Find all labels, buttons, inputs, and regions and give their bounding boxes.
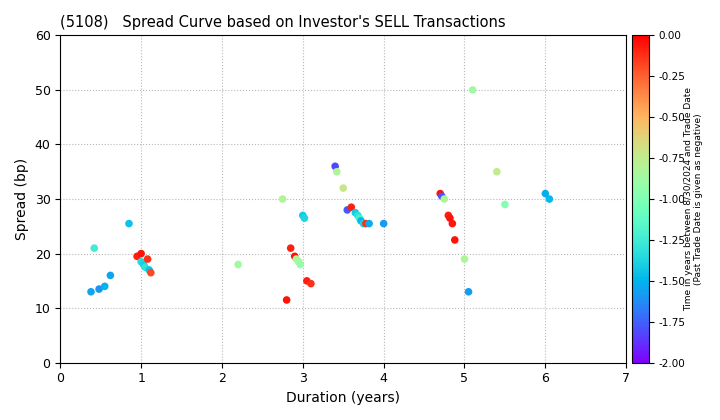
Point <box>438 196 450 202</box>
Point <box>143 267 155 273</box>
Point <box>297 212 309 219</box>
Point <box>544 196 555 202</box>
Point <box>281 297 292 303</box>
Point <box>350 209 361 216</box>
Point <box>355 218 366 224</box>
Point <box>354 215 365 221</box>
Point <box>331 168 343 175</box>
Point <box>140 264 151 270</box>
Point <box>444 215 456 221</box>
Point <box>446 220 458 227</box>
Point <box>378 220 390 227</box>
Point <box>301 278 312 284</box>
Point <box>285 245 297 252</box>
Point <box>358 220 369 227</box>
Point <box>99 283 110 290</box>
Point <box>233 261 244 268</box>
Point <box>142 256 153 262</box>
Point <box>89 245 100 252</box>
Point <box>131 253 143 260</box>
Point <box>138 261 149 268</box>
Point <box>293 258 305 265</box>
Y-axis label: Spread (bp): Spread (bp) <box>15 158 29 240</box>
Point <box>104 272 116 279</box>
X-axis label: Duration (years): Duration (years) <box>287 391 400 405</box>
Point <box>436 193 448 199</box>
Point <box>135 250 147 257</box>
Y-axis label: Time in years between 8/30/2024 and Trade Date
(Past Trade Date is given as nega: Time in years between 8/30/2024 and Trad… <box>684 87 703 311</box>
Point <box>364 220 375 227</box>
Point <box>145 269 156 276</box>
Point <box>294 261 306 268</box>
Point <box>491 168 503 175</box>
Point <box>329 163 341 170</box>
Point <box>276 196 288 202</box>
Point <box>459 256 470 262</box>
Point <box>123 220 135 227</box>
Point <box>299 215 310 221</box>
Point <box>352 212 364 219</box>
Point <box>85 289 96 295</box>
Point <box>467 87 478 93</box>
Point <box>360 220 372 227</box>
Point <box>449 236 461 243</box>
Point <box>289 253 300 260</box>
Point <box>434 190 446 197</box>
Point <box>346 204 357 210</box>
Point <box>443 212 454 219</box>
Point <box>338 185 349 192</box>
Point <box>94 286 105 292</box>
Point <box>463 289 474 295</box>
Point <box>499 201 510 208</box>
Point <box>305 280 317 287</box>
Text: (5108)   Spread Curve based on Investor's SELL Transactions: (5108) Spread Curve based on Investor's … <box>60 15 506 30</box>
Point <box>291 256 302 262</box>
Point <box>539 190 551 197</box>
Point <box>341 207 353 213</box>
Point <box>135 258 147 265</box>
